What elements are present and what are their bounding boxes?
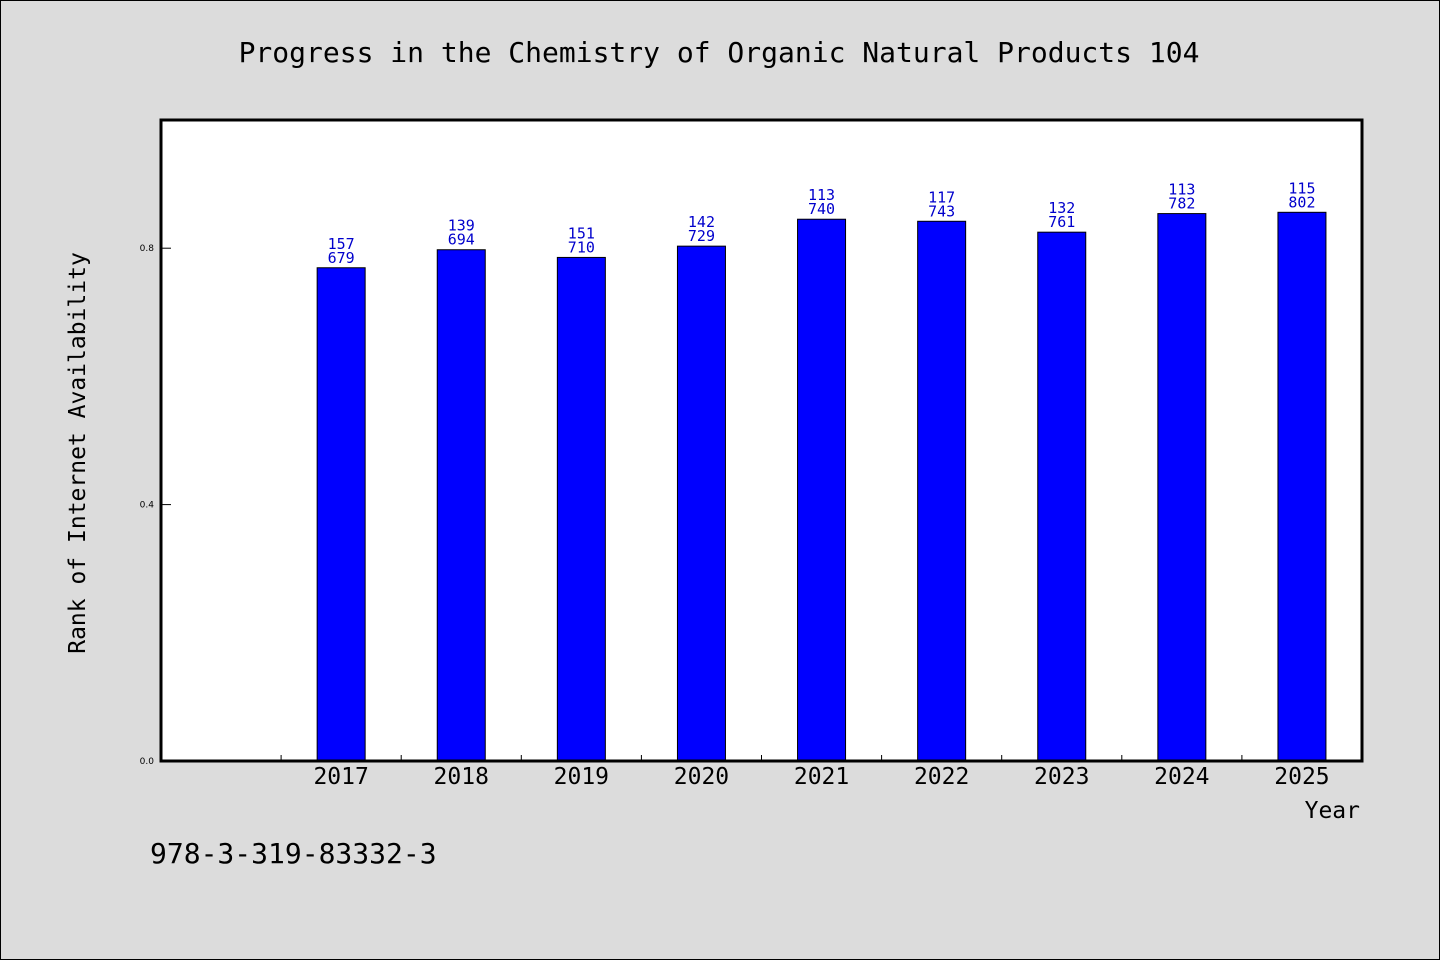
data-label-line2-2021: 740 bbox=[808, 200, 835, 218]
y-tick-label: 0.8 bbox=[140, 244, 155, 254]
data-label-line2-2025: 802 bbox=[1288, 193, 1315, 211]
bar-2023 bbox=[1037, 231, 1087, 762]
bar-2018 bbox=[436, 249, 486, 762]
data-label-line1-2023: 132 bbox=[1048, 199, 1075, 217]
bar-2022 bbox=[917, 220, 967, 762]
data-label-line1-2024: 113 bbox=[1168, 181, 1195, 199]
bar-2025 bbox=[1277, 211, 1327, 762]
x-tick-label-2024: 2024 bbox=[1154, 764, 1209, 790]
x-tick-label-2023: 2023 bbox=[1034, 764, 1089, 790]
y-axis-label: Rank of Internet Availability bbox=[65, 252, 91, 654]
bars-group bbox=[316, 211, 1327, 762]
bar-2017 bbox=[316, 267, 366, 762]
data-label-line2-2017: 679 bbox=[328, 249, 355, 267]
data-label-line1-2020: 142 bbox=[688, 213, 715, 231]
data-label-line2-2018: 694 bbox=[448, 231, 475, 249]
x-tick-label-2019: 2019 bbox=[554, 764, 609, 790]
chart-title: Progress in the Chemistry of Organic Nat… bbox=[239, 36, 1200, 69]
isbn-text: 978-3-319-83332-3 bbox=[150, 837, 437, 870]
bar-2019 bbox=[556, 256, 606, 762]
plot-border bbox=[159, 118, 1364, 763]
x-tick-label-2025: 2025 bbox=[1274, 764, 1329, 790]
data-label-line1-2018: 139 bbox=[448, 217, 475, 235]
x-tick-label-2020: 2020 bbox=[674, 764, 729, 790]
y-tick-label: 0.4 bbox=[140, 501, 155, 511]
data-label-line1-2022: 117 bbox=[928, 188, 955, 206]
x-tick-label-2017: 2017 bbox=[313, 764, 368, 790]
bar-2020 bbox=[676, 245, 726, 762]
x-axis-label: Year bbox=[1305, 798, 1360, 824]
data-label-line1-2017: 157 bbox=[328, 235, 355, 253]
bar-2021 bbox=[797, 218, 847, 762]
data-label-line2-2023: 761 bbox=[1048, 213, 1075, 231]
data-label-line1-2021: 113 bbox=[808, 186, 835, 204]
data-label-line1-2025: 115 bbox=[1288, 179, 1315, 197]
bar-2024 bbox=[1157, 213, 1207, 762]
data-label-line2-2020: 729 bbox=[688, 227, 715, 245]
x-axis: 2017 2018 2019 2020 2021 2022 2023 2024 2025 bbox=[280, 755, 1330, 790]
x-tick-label-2022: 2022 bbox=[914, 764, 969, 790]
x-tick-label-2021: 2021 bbox=[794, 764, 849, 790]
data-label-line2-2022: 743 bbox=[928, 202, 955, 220]
x-tick-label-2018: 2018 bbox=[434, 764, 489, 790]
data-label-line2-2019: 710 bbox=[568, 238, 595, 256]
data-label-line2-2024: 782 bbox=[1168, 195, 1195, 213]
data-label-line1-2019: 151 bbox=[568, 224, 595, 242]
y-tick-label: 0.0 bbox=[140, 757, 155, 767]
